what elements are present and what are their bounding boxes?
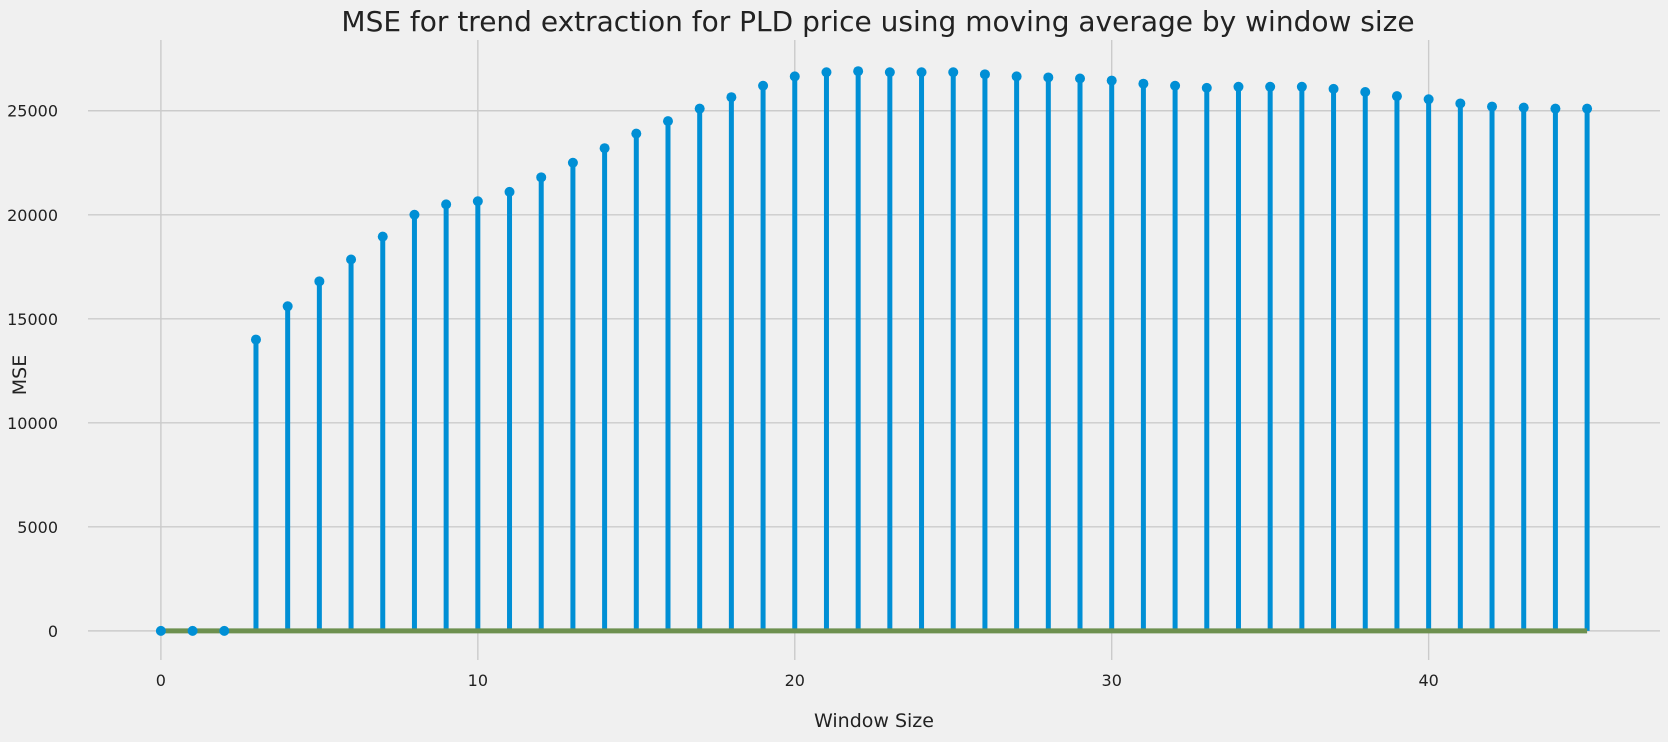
stem-marker — [916, 67, 927, 78]
stem-marker — [1265, 81, 1276, 92]
stem-marker — [1550, 103, 1561, 114]
y-tick-label: 10000 — [7, 414, 58, 433]
x-tick-labels: 0 10 20 30 40 — [156, 671, 1439, 690]
stem-marker — [567, 157, 578, 168]
stem-marker — [789, 71, 800, 82]
stem-markers — [155, 66, 1593, 636]
stem-marker — [1487, 101, 1498, 112]
stem-marker — [1391, 91, 1402, 102]
stem-marker — [853, 66, 864, 77]
stem-marker — [1518, 102, 1529, 113]
stem-marker — [884, 67, 895, 78]
stem-marker — [536, 172, 547, 183]
chart-title: MSE for trend extraction for PLD price u… — [341, 5, 1414, 38]
stem-marker — [662, 116, 673, 127]
stem-marker — [1582, 103, 1593, 114]
stem-marker — [726, 92, 737, 103]
stem-marker — [1043, 72, 1054, 83]
stem-marker — [472, 196, 483, 207]
x-tick-label: 10 — [468, 671, 488, 690]
stem-marker — [1106, 75, 1117, 86]
stem-marker — [219, 625, 230, 636]
stem-marker — [377, 231, 388, 242]
y-tick-label: 15000 — [7, 310, 58, 329]
stem-marker — [1296, 81, 1307, 92]
stem-marker — [1075, 73, 1086, 84]
y-tick-label: 0 — [48, 622, 58, 641]
x-tick-label: 40 — [1418, 671, 1438, 690]
stem-marker — [441, 199, 452, 210]
stem-marker — [1233, 81, 1244, 92]
x-axis-label: Window Size — [814, 710, 934, 732]
stem-marker — [504, 186, 515, 197]
stem-marker — [979, 69, 990, 80]
stem-marker — [1360, 87, 1371, 98]
y-tick-labels: 0 5000 10000 15000 20000 25000 — [7, 102, 58, 641]
stem-marker — [282, 301, 293, 312]
x-tick-label: 20 — [785, 671, 805, 690]
stem-marker — [1423, 94, 1434, 105]
y-tick-label: 25000 — [7, 102, 58, 121]
stem-marker — [631, 128, 642, 139]
stem-marker — [346, 254, 357, 265]
stem-marker — [250, 334, 261, 345]
stem-marker — [1170, 80, 1181, 91]
stem-series — [253, 71, 1590, 631]
y-tick-label: 5000 — [17, 518, 58, 537]
stem-marker — [948, 67, 959, 78]
stem-marker — [1201, 82, 1212, 93]
y-tick-label: 20000 — [7, 206, 58, 225]
y-axis-label: MSE — [9, 355, 31, 395]
stem-marker — [821, 67, 832, 78]
stem-marker — [1138, 78, 1149, 89]
stem-marker — [694, 103, 705, 114]
stem-marker — [1455, 98, 1466, 109]
x-tick-label: 0 — [156, 671, 166, 690]
stem-marker — [409, 209, 420, 220]
stem-marker — [758, 80, 769, 91]
stem-marker — [599, 143, 610, 154]
stem-marker — [1011, 71, 1022, 82]
stem-marker — [1328, 83, 1339, 94]
stem-marker — [155, 625, 166, 636]
stem-marker — [314, 276, 325, 287]
stem-marker — [187, 625, 198, 636]
x-tick-label: 30 — [1102, 671, 1122, 690]
